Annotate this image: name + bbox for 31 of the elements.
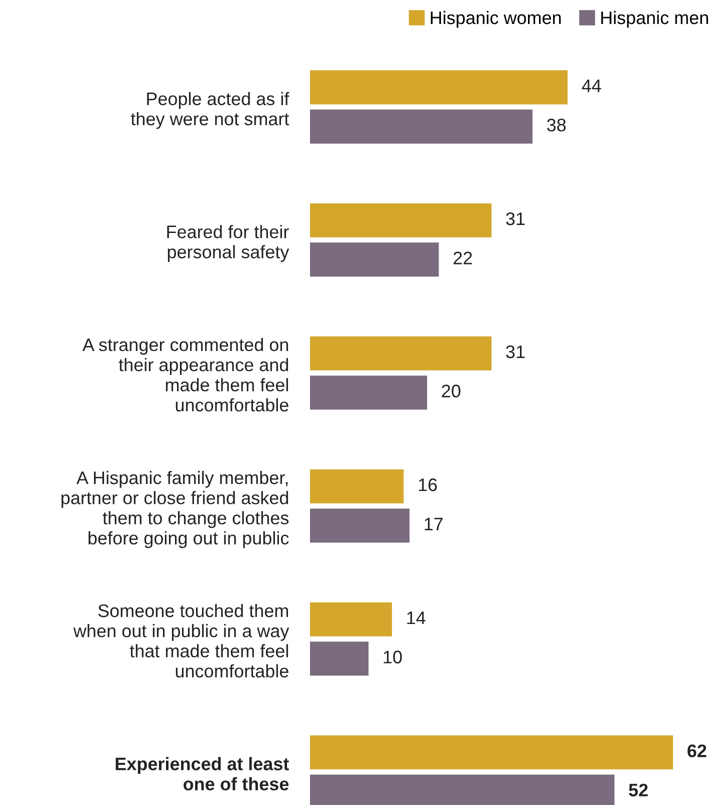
y-tick-label: A stranger commented on their appearance and made them feel uncomfortable <box>82 338 288 412</box>
data-label: 14 <box>407 612 426 624</box>
bar <box>310 508 410 543</box>
bar <box>310 469 404 504</box>
bar <box>310 735 673 770</box>
bar <box>310 242 439 277</box>
bar <box>310 336 492 370</box>
bar <box>310 203 492 238</box>
data-label: 44 <box>582 80 602 92</box>
data-label: 10 <box>384 650 402 664</box>
data-label: 20 <box>442 384 460 398</box>
data-label: 31 <box>506 212 525 226</box>
y-tick-label: Experienced at least one of these <box>116 757 289 790</box>
y-tick-label: Someone touched them when out in public in a way that made them feel uncomfortable <box>73 604 290 678</box>
data-label: 31 <box>506 345 525 358</box>
y-tick-label: People acted as if they were not smart <box>130 92 290 129</box>
data-label: 17 <box>424 518 443 530</box>
y-tick-label: A Hispanic family member, partner or close friend asked them to change clothes before going out in public <box>62 470 289 548</box>
legend-label: Hispanic women <box>430 10 561 28</box>
bar <box>310 602 392 636</box>
data-label: 22 <box>454 252 472 264</box>
bar <box>310 642 369 676</box>
bar <box>310 70 568 104</box>
bar <box>310 110 532 144</box>
data-label: 52 <box>628 784 648 796</box>
data-label: 16 <box>418 478 437 492</box>
data-label: 62 <box>688 744 706 758</box>
bar <box>310 376 428 410</box>
data-label: 38 <box>547 118 566 132</box>
legend-label: Hispanic men <box>601 10 708 28</box>
y-tick-label: Feared for their personal safety <box>167 225 290 262</box>
